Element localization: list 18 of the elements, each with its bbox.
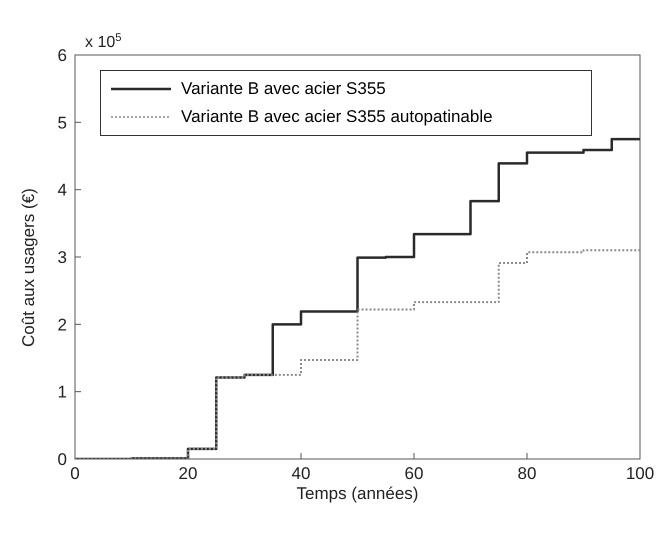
y-tick-label: 2 xyxy=(58,315,67,334)
y-tick-label: 1 xyxy=(58,382,67,402)
text: x 10$^{5}$ xyxy=(85,32,122,51)
y-tick-label: 6 xyxy=(58,46,67,66)
y-tick-label: 0 xyxy=(58,450,67,470)
x-axis-title: Temps (années) xyxy=(296,484,418,503)
y-tick-label: 3 xyxy=(58,248,67,268)
x-tick-label: 20 xyxy=(178,464,198,484)
y-tick-label: 4 xyxy=(58,180,67,200)
x-tick-label: 80 xyxy=(518,464,536,484)
x-tick-label: 0 xyxy=(70,464,80,484)
y-axis-title: Coût aux usagers (€) xyxy=(19,188,38,347)
legend-label: Variante B avec acier S355 autopatinable xyxy=(181,107,493,127)
x-tick-label: 100 xyxy=(626,464,654,484)
x-tick-label: 60 xyxy=(404,464,424,484)
x-tick-label: 40 xyxy=(292,464,310,484)
y-tick-label: 5 xyxy=(58,113,67,132)
legend-label: Variante B avec acier S355 xyxy=(181,79,386,99)
